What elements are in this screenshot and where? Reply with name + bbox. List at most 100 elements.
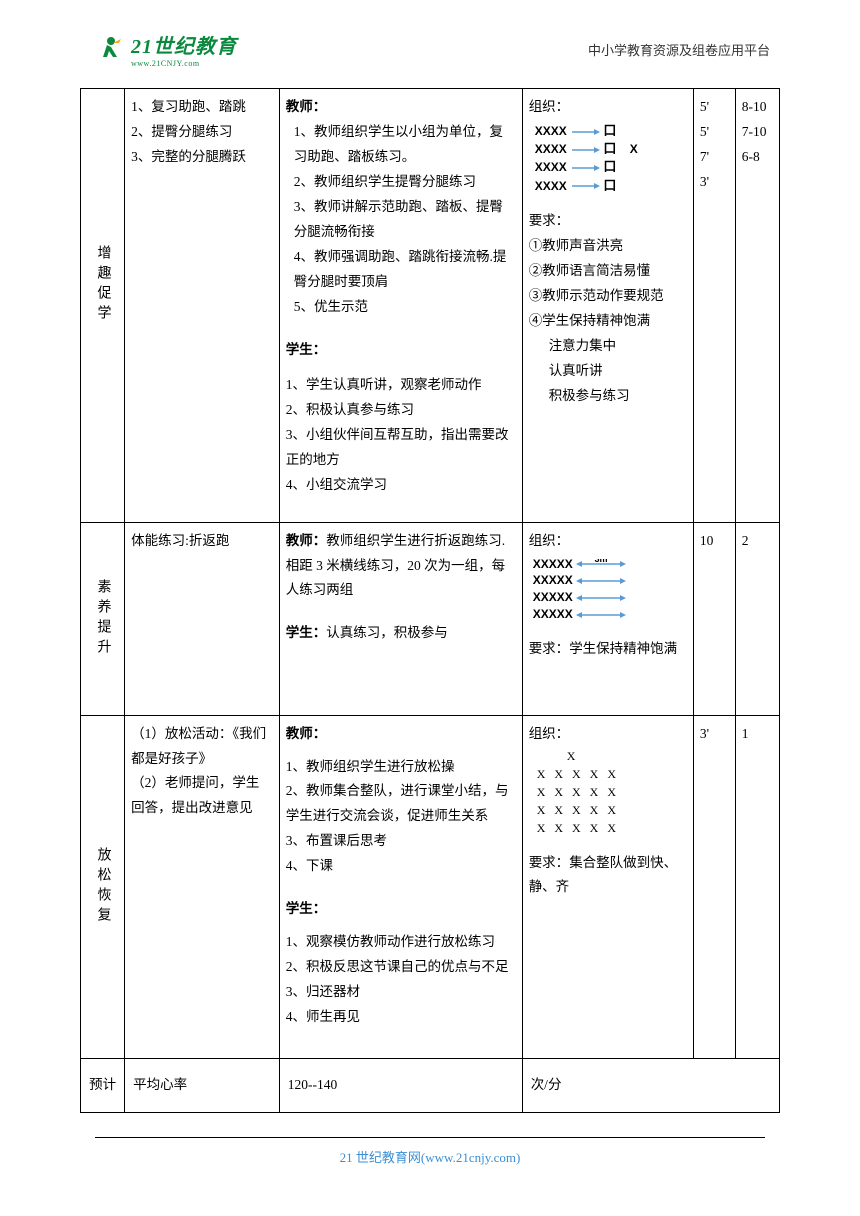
activity-cell: 教师：教师组织学生进行折返跑练习.相距 3 米横线练习，20 次为一组，每人练习… [279,522,522,715]
leader-mark: X [537,747,687,765]
content-line: 2、提臀分腿练习 [131,120,273,145]
org-label: 组织： [529,95,687,120]
content-line: （2）老师提问，学生回答，提出改进意见 [131,771,273,821]
org-label: 组织： [529,529,687,554]
reps-value: 8-10 [742,95,773,120]
student-block: 学生：认真练习，积极参与 [286,621,516,646]
footer-text: 21 世纪教育网(www.21cnjy.com) [0,1147,860,1166]
logo-sub-text: www.21CNJY.com [131,59,237,68]
page-header: 21世纪教育 www.21CNJY.com 中小学教育资源及组卷应用平台 [0,0,860,78]
teacher-item: 1、教师组织学生进行放松操 [286,755,516,780]
content-cell: 体能练习:折返跑 [125,522,280,715]
time-value: 7' [700,145,729,170]
logo-text: 21世纪教育 www.21CNJY.com [131,30,237,68]
teacher-label: 教师： [286,95,516,120]
student-label: 学生： [286,625,327,640]
reps-value: 1 [742,722,773,747]
student-item: 3、归还器材 [286,980,516,1005]
content-line: 体能练习:折返跑 [131,529,273,554]
req-item: ③教师示范动作要规范 [529,284,687,309]
summary-value: 120--140 [288,1077,338,1092]
org-label: 组织： [529,722,687,747]
formation-group: XXXXX [533,590,573,604]
reps-cell: 1 [735,715,779,1058]
stage-cell: 增趣促学 [81,89,125,523]
teacher-label: 教师： [286,722,516,747]
stage-label: 放松恢复 [90,847,116,927]
arrow-right-icon [570,163,600,173]
arrow-right-icon [570,145,600,155]
reps-cell: 2 [735,522,779,715]
time-value: 10 [700,529,729,554]
footer-divider [95,1137,765,1138]
formation-diagram: X X X X X X X X X X X X X X X X X X X X … [529,747,687,841]
grid-row: X X X X X [537,783,687,801]
grid-row: X X X X X [537,801,687,819]
student-item: 1、学生认真听讲，观察老师动作 [286,373,516,398]
time-cell: 5' 5' 7' 3' [693,89,735,523]
content-line: （1）放松活动：《我们都是好孩子》 [131,722,273,772]
teacher-item: 5、优生示范 [286,295,516,320]
summary-unit: 次/分 [531,1077,562,1092]
header-right-text: 中小学教育资源及组卷应用平台 [588,40,770,59]
summary-row: 预计 平均心率 120--140 次/分 [81,1058,780,1112]
reps-cell: 8-10 7-10 6-8 [735,89,779,523]
student-item: 2、积极认真参与练习 [286,398,516,423]
formation-group: XXXXX [533,573,573,587]
formation-group: XXXX [535,142,567,156]
double-arrow-icon [576,610,626,620]
table-row: 增趣促学 1、复习助跑、踏跳 2、提臀分腿练习 3、完整的分腿腾跃 教师： 1、… [81,89,780,523]
stage-cell: 放松恢复 [81,715,125,1058]
table-row: 素养提升 体能练习:折返跑 教师：教师组织学生进行折返跑练习.相距 3 米横线练… [81,522,780,715]
grid-row: X X X X X [537,819,687,837]
target-icon: 口 [603,141,616,156]
req-label: 要求： [529,855,570,870]
target-icon: 口 [603,178,616,193]
formation-group: XXXX [535,124,567,138]
student-item: 1、观察模仿教师动作进行放松练习 [286,930,516,955]
req-item: ①教师声音洪亮 [529,234,687,259]
summary-metric-cell: 平均心率 [125,1058,280,1112]
req-item: ②教师语言简洁易懂 [529,259,687,284]
formation-group: XXXX [535,160,567,174]
lesson-plan-table: 增趣促学 1、复习助跑、踏跳 2、提臀分腿练习 3、完整的分腿腾跃 教师： 1、… [80,88,780,1113]
arrow-right-icon [570,127,600,137]
student-item: 3、小组伙伴间互帮互助，指出需要改正的地方 [286,423,516,473]
double-arrow-icon [576,576,626,586]
req-label: 要求： [529,209,687,234]
teacher-label: 教师： [286,533,327,548]
time-value: 3' [700,722,729,747]
stage-label: 素养提升 [90,579,116,659]
reps-value: 2 [742,529,773,554]
logo-main-text: 21世纪教育 [131,30,237,59]
org-cell: 组织： XXXXX 3m XXXXX XXXXX XXXXX [522,522,693,715]
double-arrow-icon [576,593,626,603]
content-line: 3、完整的分腿腾跃 [131,145,273,170]
student-text: 认真练习，积极参与 [326,625,448,640]
teacher-item: 2、教师组织学生提臀分腿练习 [286,170,516,195]
time-cell: 3' [693,715,735,1058]
arrow-right-icon [570,181,600,191]
student-item: 4、小组交流学习 [286,473,516,498]
content-cell: 1、复习助跑、踏跳 2、提臀分腿练习 3、完整的分腿腾跃 [125,89,280,523]
teacher-block: 教师：教师组织学生进行折返跑练习.相距 3 米横线练习，20 次为一组，每人练习… [286,529,516,604]
stage-label: 增趣促学 [90,245,116,325]
org-cell: 组织： X X X X X X X X X X X X X X X X X X … [522,715,693,1058]
student-item: 2、积极反思这节课自己的优点与不足 [286,955,516,980]
grid-row: X X X X X [537,765,687,783]
content-line: 1、复习助跑、踏跳 [131,95,273,120]
org-cell: 组织： XXXX 口 XXXX 口 X XXXX 口 [522,89,693,523]
side-mark: X [630,142,638,156]
teacher-item: 1、教师组织学生以小组为单位，复习助跑、踏板练习。 [286,120,516,170]
req-item: 认真听讲 [529,359,687,384]
logo: 21世纪教育 www.21CNJY.com [95,30,237,68]
target-icon: 口 [603,159,616,174]
formation-group: XXXX [535,179,567,193]
double-arrow-icon: 3m [576,559,626,569]
formation-group: XXXXX [533,607,573,621]
student-item: 4、师生再见 [286,1005,516,1030]
teacher-item: 3、教师讲解示范助跑、踏板、提臀分腿流畅衔接 [286,195,516,245]
reps-value: 6-8 [742,145,773,170]
summary-unit-cell: 次/分 [522,1058,779,1112]
time-value: 5' [700,95,729,120]
